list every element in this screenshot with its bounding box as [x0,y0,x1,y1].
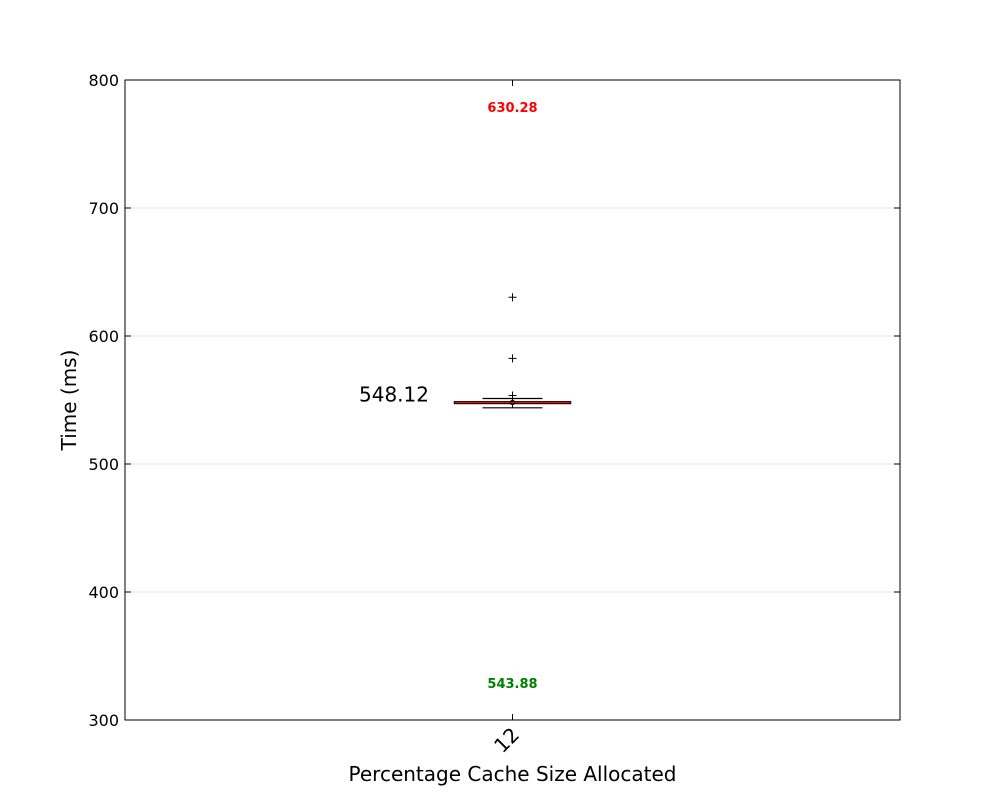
outlier-point [508,391,517,400]
y-tick-label: 500 [88,455,119,474]
y-tick-label: 700 [88,199,119,218]
y-axis-label: Time (ms) [57,350,81,452]
y-tick-label: 600 [88,327,119,346]
outlier-point [508,293,517,302]
x-axis-label: Percentage Cache Size Allocated [349,762,677,786]
plot-layer: 548.12 630.28 543.88 [359,101,572,692]
outlier-point [508,354,517,363]
median-value-label: 548.12 [359,382,429,406]
min-value-label: 543.88 [487,677,537,692]
x-tick-label: 12 [489,723,524,758]
max-value-label: 630.28 [487,101,537,116]
axis-layer: 300 400 500 600 700 800 12 [88,71,900,758]
mean-marker [509,399,516,406]
y-tick-label: 800 [88,71,119,90]
y-tick-label: 300 [88,711,119,730]
y-tick-label: 400 [88,583,119,602]
grid-layer [125,207,900,593]
